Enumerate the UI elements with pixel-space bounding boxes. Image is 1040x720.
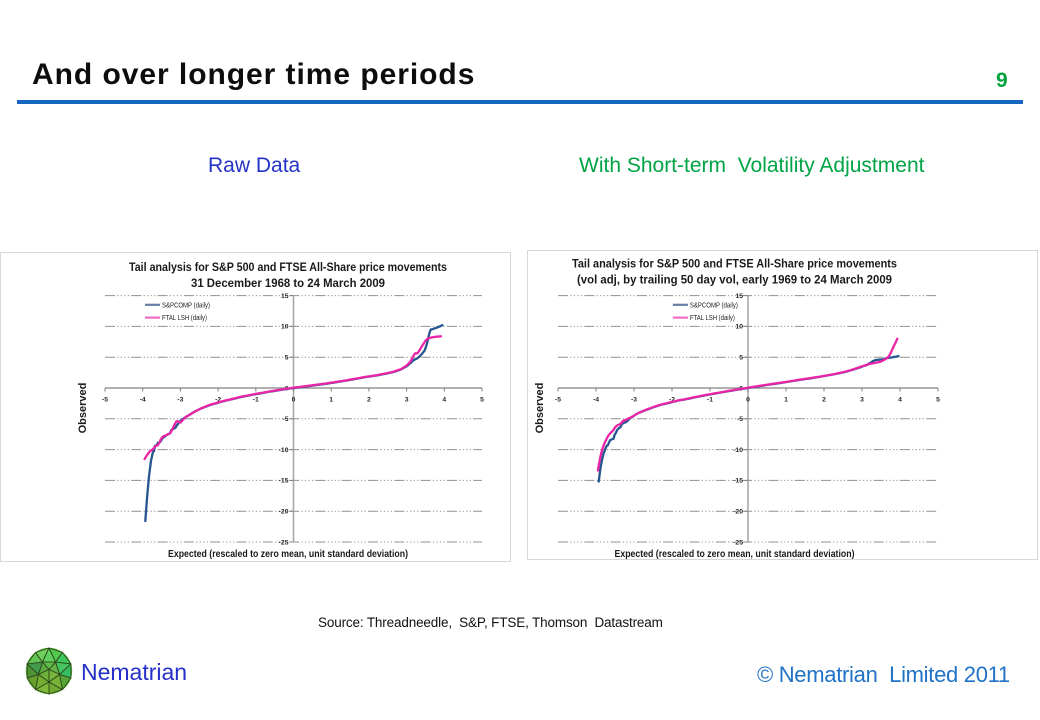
svg-text:-3: -3 <box>177 397 183 404</box>
svg-text:-20: -20 <box>279 509 289 516</box>
svg-text:3: 3 <box>860 397 864 404</box>
svg-text:5: 5 <box>480 397 484 404</box>
svg-text:-4: -4 <box>140 397 146 404</box>
svg-text:Expected (rescaled to zero mea: Expected (rescaled to zero mean, unit st… <box>615 548 855 560</box>
svg-text:-4: -4 <box>593 397 599 404</box>
svg-text:5: 5 <box>739 355 743 362</box>
svg-text:0: 0 <box>292 397 296 404</box>
svg-text:-10: -10 <box>279 447 289 454</box>
svg-text:S&PCOMP (daily): S&PCOMP (daily) <box>690 302 738 309</box>
svg-text:-5: -5 <box>282 416 288 423</box>
svg-text:10: 10 <box>281 324 289 331</box>
svg-text:Expected (rescaled to zero mea: Expected (rescaled to zero mean, unit st… <box>168 548 408 560</box>
svg-text:Tail analysis for S&P 500 and: Tail analysis for S&P 500 and FTSE All-S… <box>572 258 897 270</box>
svg-text:1: 1 <box>784 397 788 404</box>
svg-text:5: 5 <box>936 397 940 404</box>
svg-text:-10: -10 <box>733 447 743 454</box>
svg-text:-1: -1 <box>253 397 259 404</box>
svg-text:15: 15 <box>281 293 289 300</box>
svg-text:FTAL LSH (daily): FTAL LSH (daily) <box>162 315 207 322</box>
svg-text:2: 2 <box>822 397 826 404</box>
svg-text:-25: -25 <box>733 539 743 546</box>
svg-text:4: 4 <box>442 397 446 404</box>
svg-text:-15: -15 <box>279 478 289 485</box>
svg-text:2: 2 <box>367 397 371 404</box>
svg-text:-2: -2 <box>669 397 675 404</box>
svg-text:3: 3 <box>405 397 409 404</box>
svg-text:S&PCOMP (daily): S&PCOMP (daily) <box>162 302 210 309</box>
svg-text:-5: -5 <box>102 397 108 404</box>
svg-text:Observed: Observed <box>534 383 546 434</box>
svg-text:(vol adj, by trailing 50 day v: (vol adj, by trailing 50 day vol, early … <box>577 274 892 286</box>
svg-text:-2: -2 <box>215 397 221 404</box>
svg-text:-3: -3 <box>631 397 637 404</box>
svg-text:31 December 1968 to 24 March 2: 31 December 1968 to 24 March 2009 <box>191 278 385 290</box>
svg-text:Tail analysis for S&P 500 and: Tail analysis for S&P 500 and FTSE All-S… <box>129 262 447 274</box>
svg-text:FTAL LSH (daily): FTAL LSH (daily) <box>690 315 735 322</box>
svg-text:4: 4 <box>898 397 902 404</box>
svg-text:10: 10 <box>735 324 743 331</box>
svg-text:15: 15 <box>735 293 743 300</box>
svg-text:1: 1 <box>329 397 333 404</box>
svg-text:5: 5 <box>285 355 289 362</box>
svg-text:Observed: Observed <box>77 383 89 434</box>
svg-text:-5: -5 <box>555 397 561 404</box>
svg-text:0: 0 <box>746 397 750 404</box>
svg-text:-25: -25 <box>279 539 289 546</box>
svg-text:-20: -20 <box>733 509 743 516</box>
svg-text:-15: -15 <box>733 478 743 485</box>
svg-text:-5: -5 <box>737 416 743 423</box>
svg-text:-1: -1 <box>707 397 713 404</box>
